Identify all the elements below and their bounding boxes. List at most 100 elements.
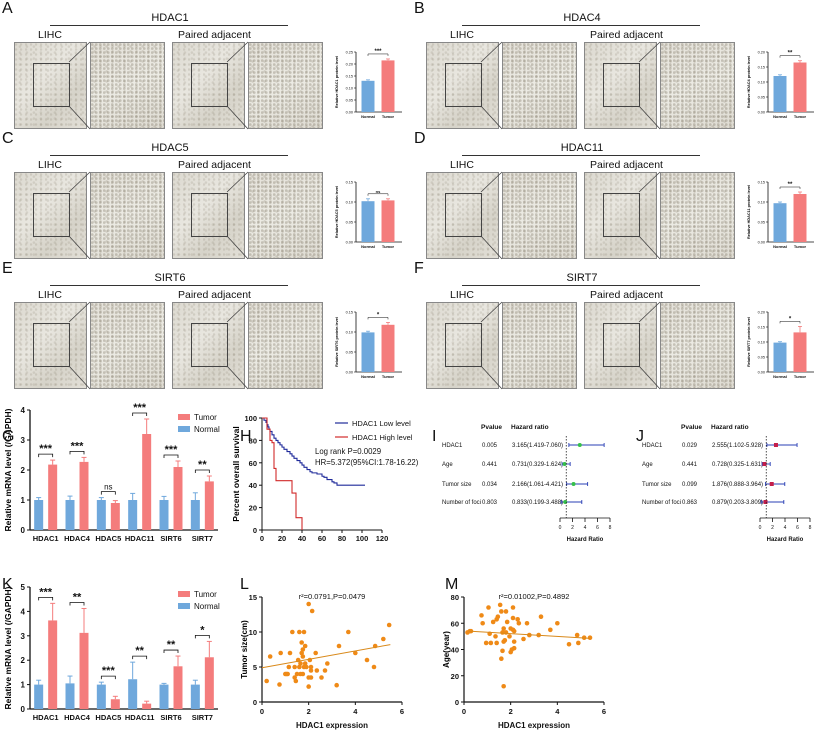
panel-label-e: E [2,260,13,277]
x-tick-label: HDAC5 [95,534,121,543]
x-tick-label: 8 [609,525,612,531]
y-tick-label: 0.05 [346,351,353,355]
significance-label: *** [102,665,116,677]
legend-label-tumor: Tumor [194,590,217,599]
bar-tumor-hdac4 [79,632,89,709]
scatter-point [285,671,290,677]
y-tick-label: 0.00 [758,111,765,115]
correlation-stats: r²=0.0791,P=0.0479 [299,592,366,601]
legend-swatch-normal [178,603,190,609]
bar-normal [773,76,787,112]
scatter-point [497,602,503,608]
zoom-connector-line [480,365,503,390]
y-tick-label: 0.05 [346,221,353,225]
scatter-point [503,609,509,614]
scatter-point [294,671,300,677]
y-axis-title: Relative mRNA level (/GAPDH) [3,586,13,709]
panel-d-roi-box [603,193,640,237]
panel-c-lihc-zoom-image [90,172,165,259]
y-tick-label: 0.05 [758,96,765,100]
y-tick-label: 0.15 [346,181,353,185]
significance-label: *** [133,402,147,414]
scatter-point [308,664,314,670]
x-axis-title: HDAC1 expression [498,721,570,730]
row-label: HDAC1 [642,443,663,449]
panel-label-f: F [414,260,424,277]
scatter-point [300,671,306,677]
y-tick-label: 100 [244,414,257,423]
scatter-point [499,609,504,614]
scatter-point [306,601,311,607]
y-axis-title: Relative HDAC5 protein level [335,186,339,238]
scatter-point [483,640,489,646]
y-tick-label: 0.15 [758,326,765,330]
zoom-connector-line [68,171,91,193]
panel-a-adjacent-label: Paired adjacent [178,29,251,41]
significance-bracket [367,53,389,56]
y-tick-label: 0.25 [346,51,353,55]
zoom-connector-line [480,105,503,130]
y-tick-label: 60 [249,459,257,468]
significance-label: *** [374,49,382,55]
row-label: HDAC1 [442,443,463,449]
panel-c-zoom-connectors [68,171,249,260]
significance-label: ** [135,645,144,657]
significance-bracket [38,596,54,601]
scatter-point [264,678,269,684]
panel-d-title-rule [462,155,700,156]
x-tick-label: HDAC1 [33,534,59,543]
scatter-point [507,634,512,639]
scatter-point [314,668,320,673]
x-tick-label: 8 [809,525,812,531]
bar-tumor-hdac5 [110,503,120,530]
panel-a-adjacent-zoom-image [248,42,323,129]
y-tick-label: 60 [451,619,459,628]
panel-d-adjacent-label: Paired adjacent [590,159,663,171]
x-tick-label: HDAC4 [64,534,91,543]
scatter-point [277,682,282,687]
y-tick-label: 0 [21,526,26,535]
scatter-point [501,626,506,631]
row-hazard-ratio: 0.879(0.203-3.809) [712,500,763,506]
panel-e-title-rule [50,285,288,286]
panel-c-title-rule [50,155,288,156]
panel-f-protein-bar-chart: 0.00 0.05 0.10 0.15 0.20 Relative SIRT7 prote… [747,311,814,379]
zoom-connector-line [68,41,91,63]
bar-tumor-hdac1 [48,620,58,709]
regression-line [261,644,391,669]
zoom-connector-line [68,105,91,130]
row-label: Number of foci [442,500,481,506]
panel-l-chart: 0 5 10 15 0 2 4 6 HDAC1 expression Tumor size(cm)… [240,592,404,730]
panel-b-adjacent-zoom-image [660,42,735,129]
x-axis-title: Hazard Ratio [767,537,804,543]
y-tick-label: 0.00 [758,371,765,375]
scatter-point [494,640,499,646]
x-tick-label: Normal [773,374,787,379]
x-tick-label: 2 [771,525,774,531]
scatter-point [334,682,339,688]
column-header-pvalue: Pvalue [681,424,702,431]
x-tick-label: 60 [318,534,326,543]
scatter-point [292,675,297,680]
significance-bracket [367,317,389,320]
column-header-pvalue: Pvalue [481,424,502,431]
panel-e-zoom-connectors [68,301,249,390]
row-hazard-ratio: 0.728(0.325-1.631) [712,462,763,468]
bar-tumor-sirt7 [204,481,214,530]
x-tick-label: Tumor [794,374,807,379]
scatter-point [346,629,351,635]
scatter-point [308,675,314,680]
x-tick-label: Tumor [794,114,807,119]
x-tick-label: 2 [509,707,513,716]
zoom-connector-line [480,41,503,63]
y-tick-label: 4 [21,607,26,616]
scatter-point [386,622,392,628]
row-pvalue: 0.029 [682,443,698,449]
y-tick-label: 0 [21,705,26,714]
y-tick-label: 3 [21,632,26,641]
zoom-connector-line [638,235,661,260]
row-hazard-ratio: 2.166(1.061-4.421) [512,482,563,488]
zoom-connector-line [226,301,249,323]
panel-a-roi-box [33,63,70,107]
panel-a-protein-bar-chart: 0.00 0.05 0.10 0.15 0.20 0.25 Relative HDAC1 p… [335,49,402,119]
